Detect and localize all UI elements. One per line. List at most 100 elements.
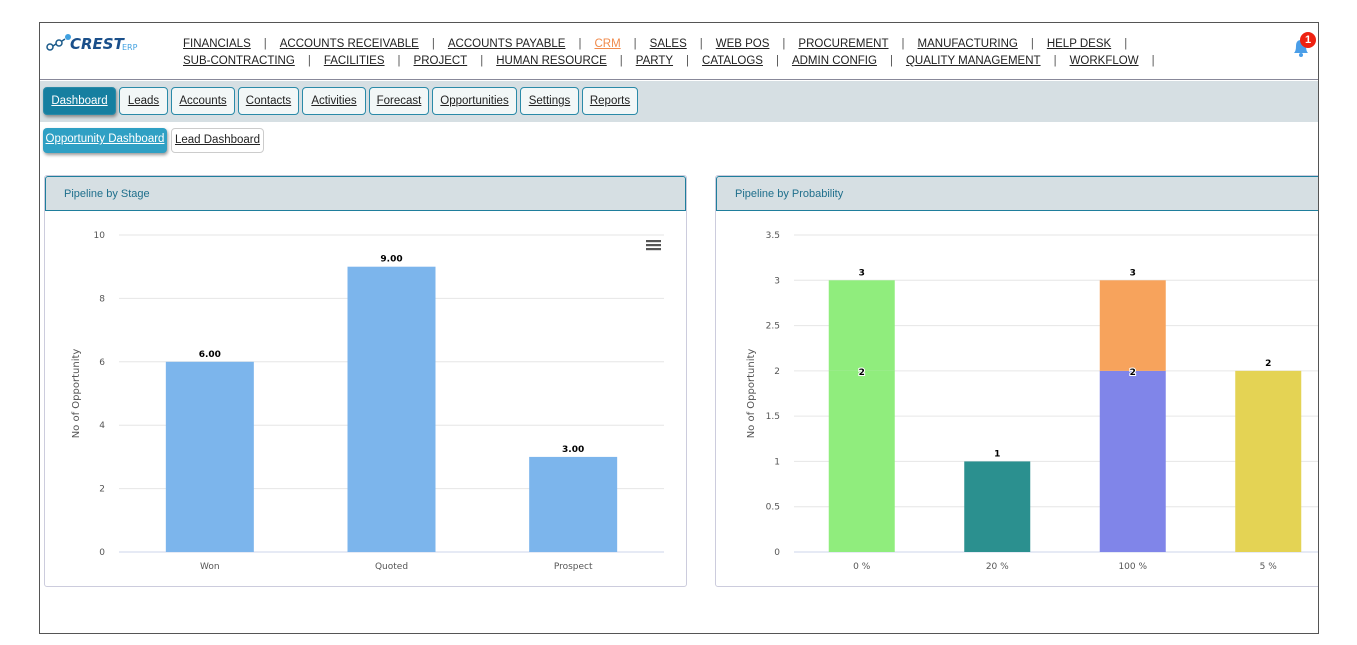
- y-tick-label: 2.5: [766, 322, 780, 332]
- tab-settings[interactable]: Settings: [520, 87, 579, 115]
- pipeline-by-stage-chart: 0 2 4 6 8 10 No of Opportunity Won 6.00 Quoted 9.0…: [71, 231, 664, 572]
- y-tick-label: 0: [99, 548, 105, 558]
- x-tick-label: Prospect: [554, 562, 593, 572]
- menu-accounts-receivable[interactable]: ACCOUNTS RECEIVABLE: [279, 38, 419, 50]
- subtab-opportunity-dashboard[interactable]: Opportunity Dashboard: [43, 128, 167, 153]
- menu-separator: |: [1151, 55, 1155, 67]
- subtab-lead-dashboard[interactable]: Lead Dashboard: [171, 128, 264, 153]
- menu-separator: |: [782, 38, 786, 50]
- menu-separator: |: [889, 55, 893, 67]
- menu-separator: |: [397, 55, 401, 67]
- bar: [529, 456, 618, 552]
- menu-quality-management[interactable]: QUALITY MANAGEMENT: [905, 55, 1041, 67]
- menu-separator: |: [1124, 38, 1128, 50]
- data-label: 1: [994, 449, 1000, 459]
- x-tick-label: 0 %: [853, 562, 871, 572]
- pipeline-by-stage-panel: Pipeline by Stage 0 2 4 6 8 10 No of Opportuni…: [44, 175, 687, 587]
- svg-text:ERP: ERP: [122, 43, 138, 52]
- menu-party[interactable]: PARTY: [635, 55, 674, 67]
- bar: [828, 280, 895, 371]
- pipeline-by-probability-chart: 0 0.5 1 1.5 2 2.5 3 3.5 No of Opportunity 0 % 2 3 20…: [746, 231, 1318, 572]
- panel-title: Pipeline by Stage: [45, 176, 686, 211]
- tab-dashboard[interactable]: Dashboard: [43, 87, 116, 115]
- menu-separator: |: [1030, 38, 1034, 50]
- notification-count-badge: 1: [1300, 32, 1316, 48]
- y-tick-label: 6: [99, 358, 105, 368]
- menu-web-pos[interactable]: WEB POS: [715, 38, 770, 50]
- bar: [1235, 370, 1302, 552]
- menu-workflow[interactable]: WORKFLOW: [1069, 55, 1139, 67]
- top-header: CREST ERP FINANCIALS | ACCOUNTS RECEIVABLE |…: [40, 23, 1318, 80]
- x-tick-label: 20 %: [986, 562, 1009, 572]
- menu-sub-contracting[interactable]: SUB-CONTRACTING: [183, 55, 295, 67]
- tab-contacts[interactable]: Contacts: [238, 87, 299, 115]
- x-tick-label: 100 %: [1118, 562, 1147, 572]
- data-label: 3: [859, 268, 865, 278]
- y-tick-label: 2: [774, 367, 780, 377]
- menu-financials[interactable]: FINANCIALS: [183, 38, 251, 50]
- tab-forecast[interactable]: Forecast: [369, 87, 429, 115]
- data-label: 2: [1130, 368, 1136, 378]
- menu-separator: |: [633, 38, 637, 50]
- menu-separator: |: [686, 55, 690, 67]
- y-tick-label: 2: [99, 485, 105, 495]
- menu-crm[interactable]: CRM: [594, 38, 621, 50]
- tab-leads[interactable]: Leads: [119, 87, 168, 115]
- menu-separator: |: [480, 55, 484, 67]
- x-tick-label: Won: [200, 562, 220, 572]
- data-label: 2: [859, 368, 865, 378]
- y-axis-title: No of Opportunity: [71, 349, 82, 439]
- tab-activities[interactable]: Activities: [302, 87, 366, 115]
- main-menu: FINANCIALS | ACCOUNTS RECEIVABLE | ACCOUNTS …: [183, 36, 1183, 70]
- tab-reports[interactable]: Reports: [582, 87, 638, 115]
- menu-separator: |: [901, 38, 905, 50]
- app-window: CREST ERP FINANCIALS | ACCOUNTS RECEIVABLE |…: [39, 22, 1319, 634]
- y-tick-label: 3.5: [766, 231, 780, 241]
- panel-title: Pipeline by Probability: [716, 176, 1318, 211]
- tab-opportunities[interactable]: Opportunities: [432, 87, 517, 115]
- menu-separator: |: [619, 55, 623, 67]
- data-label: 6.00: [199, 350, 221, 360]
- menu-manufacturing[interactable]: MANUFACTURING: [917, 38, 1018, 50]
- y-axis-title: No of Opportunity: [746, 349, 757, 439]
- y-tick-label: 8: [99, 294, 105, 304]
- data-label: 3: [1130, 268, 1136, 278]
- menu-project[interactable]: PROJECT: [413, 55, 468, 67]
- y-tick-label: 0: [774, 548, 780, 558]
- menu-separator: |: [775, 55, 779, 67]
- y-tick-label: 4: [99, 421, 105, 431]
- chart-menu-icon[interactable]: [646, 240, 661, 251]
- y-tick-label: 3: [774, 276, 780, 286]
- tab-accounts[interactable]: Accounts: [171, 87, 235, 115]
- data-label: 3.00: [562, 445, 584, 455]
- y-tick-label: 1.5: [766, 412, 780, 422]
- menu-procurement[interactable]: PROCUREMENT: [798, 38, 889, 50]
- menu-sales[interactable]: SALES: [649, 38, 687, 50]
- menu-separator: |: [578, 38, 582, 50]
- menu-help-desk[interactable]: HELP DESK: [1046, 38, 1112, 50]
- crm-tab-bar: Dashboard Leads Accounts Contacts Activities…: [40, 81, 1318, 122]
- crest-erp-logo[interactable]: CREST ERP: [46, 31, 141, 55]
- bar: [347, 266, 436, 552]
- menu-facilities[interactable]: FACILITIES: [323, 55, 385, 67]
- y-tick-label: 0.5: [766, 503, 780, 513]
- logo-text: CREST: [70, 35, 126, 53]
- bar: [1099, 280, 1166, 371]
- x-tick-label: Quoted: [375, 562, 408, 572]
- menu-separator: |: [699, 38, 703, 50]
- bar: [828, 370, 895, 552]
- bar: [964, 461, 1031, 552]
- bar: [1099, 370, 1166, 552]
- x-tick-label: 5 %: [1260, 562, 1278, 572]
- menu-catalogs[interactable]: CATALOGS: [702, 55, 763, 67]
- bar: [165, 361, 254, 552]
- y-tick-label: 1: [774, 457, 780, 467]
- y-tick-label: 10: [94, 231, 106, 241]
- menu-accounts-payable[interactable]: ACCOUNTS PAYABLE: [447, 38, 566, 50]
- menu-human-resource[interactable]: HUMAN RESOURCE: [496, 55, 607, 67]
- data-label: 9.00: [380, 255, 402, 265]
- menu-separator: |: [431, 38, 435, 50]
- menu-separator: |: [1053, 55, 1057, 67]
- data-label: 2: [1265, 359, 1271, 369]
- menu-admin-config[interactable]: ADMIN CONFIG: [791, 55, 877, 67]
